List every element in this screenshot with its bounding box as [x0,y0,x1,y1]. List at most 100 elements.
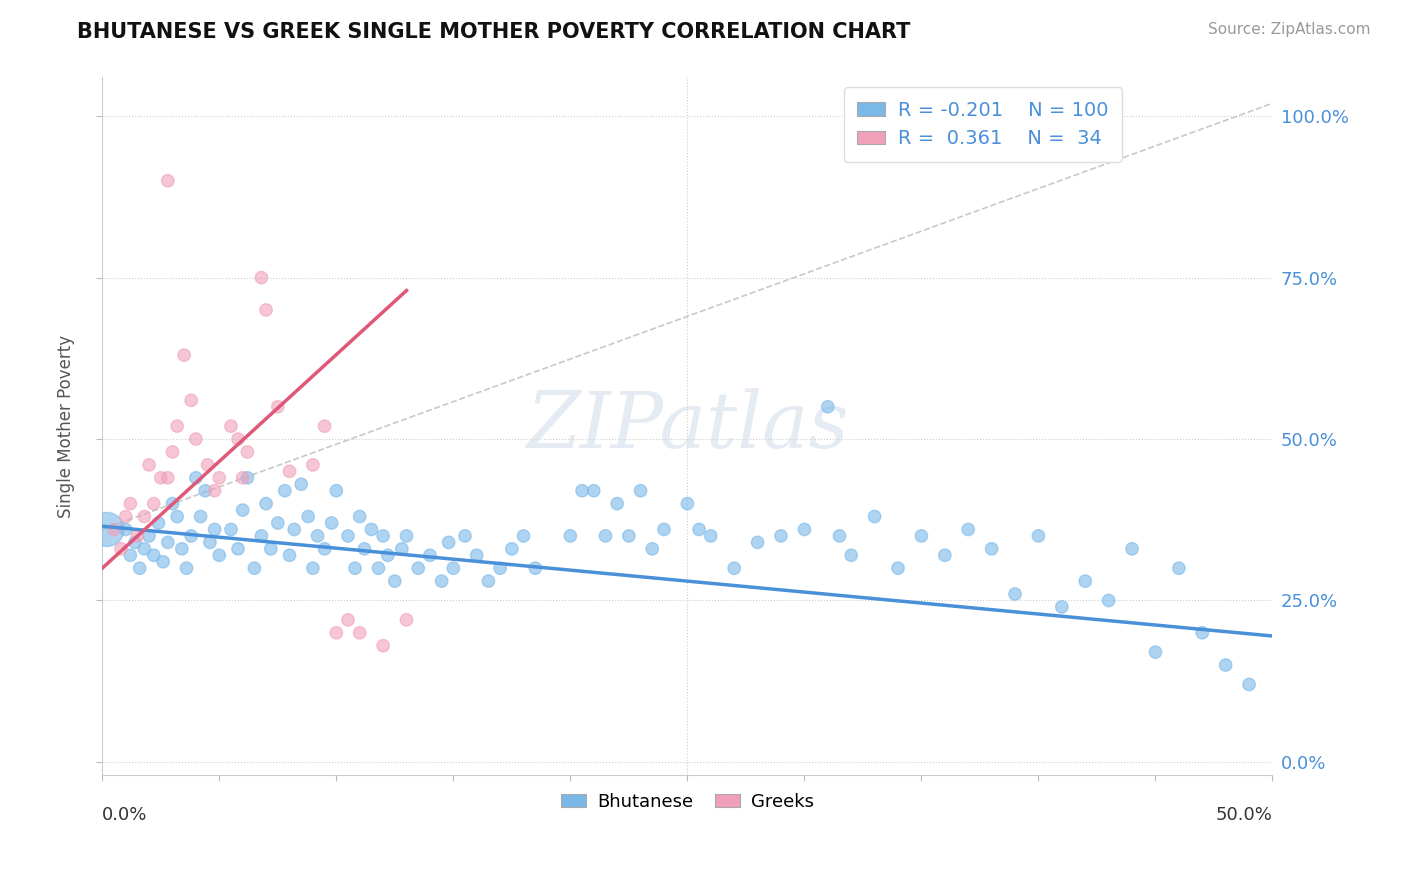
Point [156,471,179,485]
Text: ZIPatlas: ZIPatlas [526,388,849,465]
Point [219,523,242,537]
Point [297,509,319,524]
Point [120,497,142,511]
Point [278,464,301,478]
Point [337,529,360,543]
Point [134,541,156,556]
Point [391,541,413,556]
Text: Source: ZipAtlas.com: Source: ZipAtlas.com [1208,22,1371,37]
Point [142,549,165,563]
Text: 0.0%: 0.0% [103,806,148,824]
Text: BHUTANESE VS GREEK SINGLE MOTHER POVERTY CORRELATION CHART: BHUTANESE VS GREEK SINGLE MOTHER POVERTY… [77,22,911,42]
Point [630,483,652,498]
Point [1167,561,1189,575]
Point [166,419,188,434]
Point [114,523,136,537]
Point [232,503,254,517]
Point [477,574,499,588]
Point [314,541,336,556]
Point [1121,541,1143,556]
Point [582,483,605,498]
Point [114,509,136,524]
Point [243,561,266,575]
Legend: Bhutanese, Greeks: Bhutanese, Greeks [554,786,821,818]
Point [127,529,149,543]
Point [641,541,664,556]
Point [437,535,460,549]
Point [384,574,406,588]
Point [1028,529,1050,543]
Point [395,613,418,627]
Point [302,561,325,575]
Point [1191,625,1213,640]
Point [184,432,207,446]
Point [267,516,290,530]
Point [314,419,336,434]
Point [980,541,1002,556]
Point [302,458,325,472]
Point [1050,599,1073,614]
Point [260,541,283,556]
Point [194,483,217,498]
Point [1144,645,1167,659]
Text: 50.0%: 50.0% [1216,806,1272,824]
Point [236,471,259,485]
Point [120,549,142,563]
Point [152,555,174,569]
Point [454,529,477,543]
Point [430,574,453,588]
Point [142,497,165,511]
Point [957,523,980,537]
Point [124,535,146,549]
Point [290,477,312,491]
Point [560,529,582,543]
Point [652,523,675,537]
Point [1237,677,1260,691]
Point [512,529,534,543]
Point [96,523,118,537]
Point [110,541,132,556]
Point [176,561,198,575]
Point [349,625,371,640]
Point [360,523,382,537]
Point [489,561,512,575]
Point [274,483,297,498]
Point [307,529,329,543]
Point [828,529,851,543]
Point [208,549,231,563]
Point [156,174,179,188]
Point [204,523,226,537]
Point [149,471,172,485]
Point [406,561,429,575]
Point [617,529,640,543]
Point [138,529,160,543]
Point [166,509,188,524]
Point [465,549,488,563]
Point [226,541,249,556]
Point [219,419,242,434]
Point [887,561,910,575]
Point [524,561,547,575]
Point [278,549,301,563]
Point [148,516,170,530]
Point [419,549,441,563]
Point [367,561,389,575]
Point [676,497,699,511]
Point [349,509,371,524]
Point [371,529,394,543]
Point [197,458,219,472]
Point [595,529,617,543]
Point [1074,574,1097,588]
Point [232,471,254,485]
Point [156,535,179,549]
Point [1098,593,1121,607]
Point [606,497,628,511]
Point [839,549,862,563]
Point [793,523,815,537]
Point [747,535,769,549]
Point [863,509,886,524]
Point [208,471,231,485]
Point [501,541,523,556]
Point [180,529,202,543]
Y-axis label: Single Mother Poverty: Single Mother Poverty [58,334,75,517]
